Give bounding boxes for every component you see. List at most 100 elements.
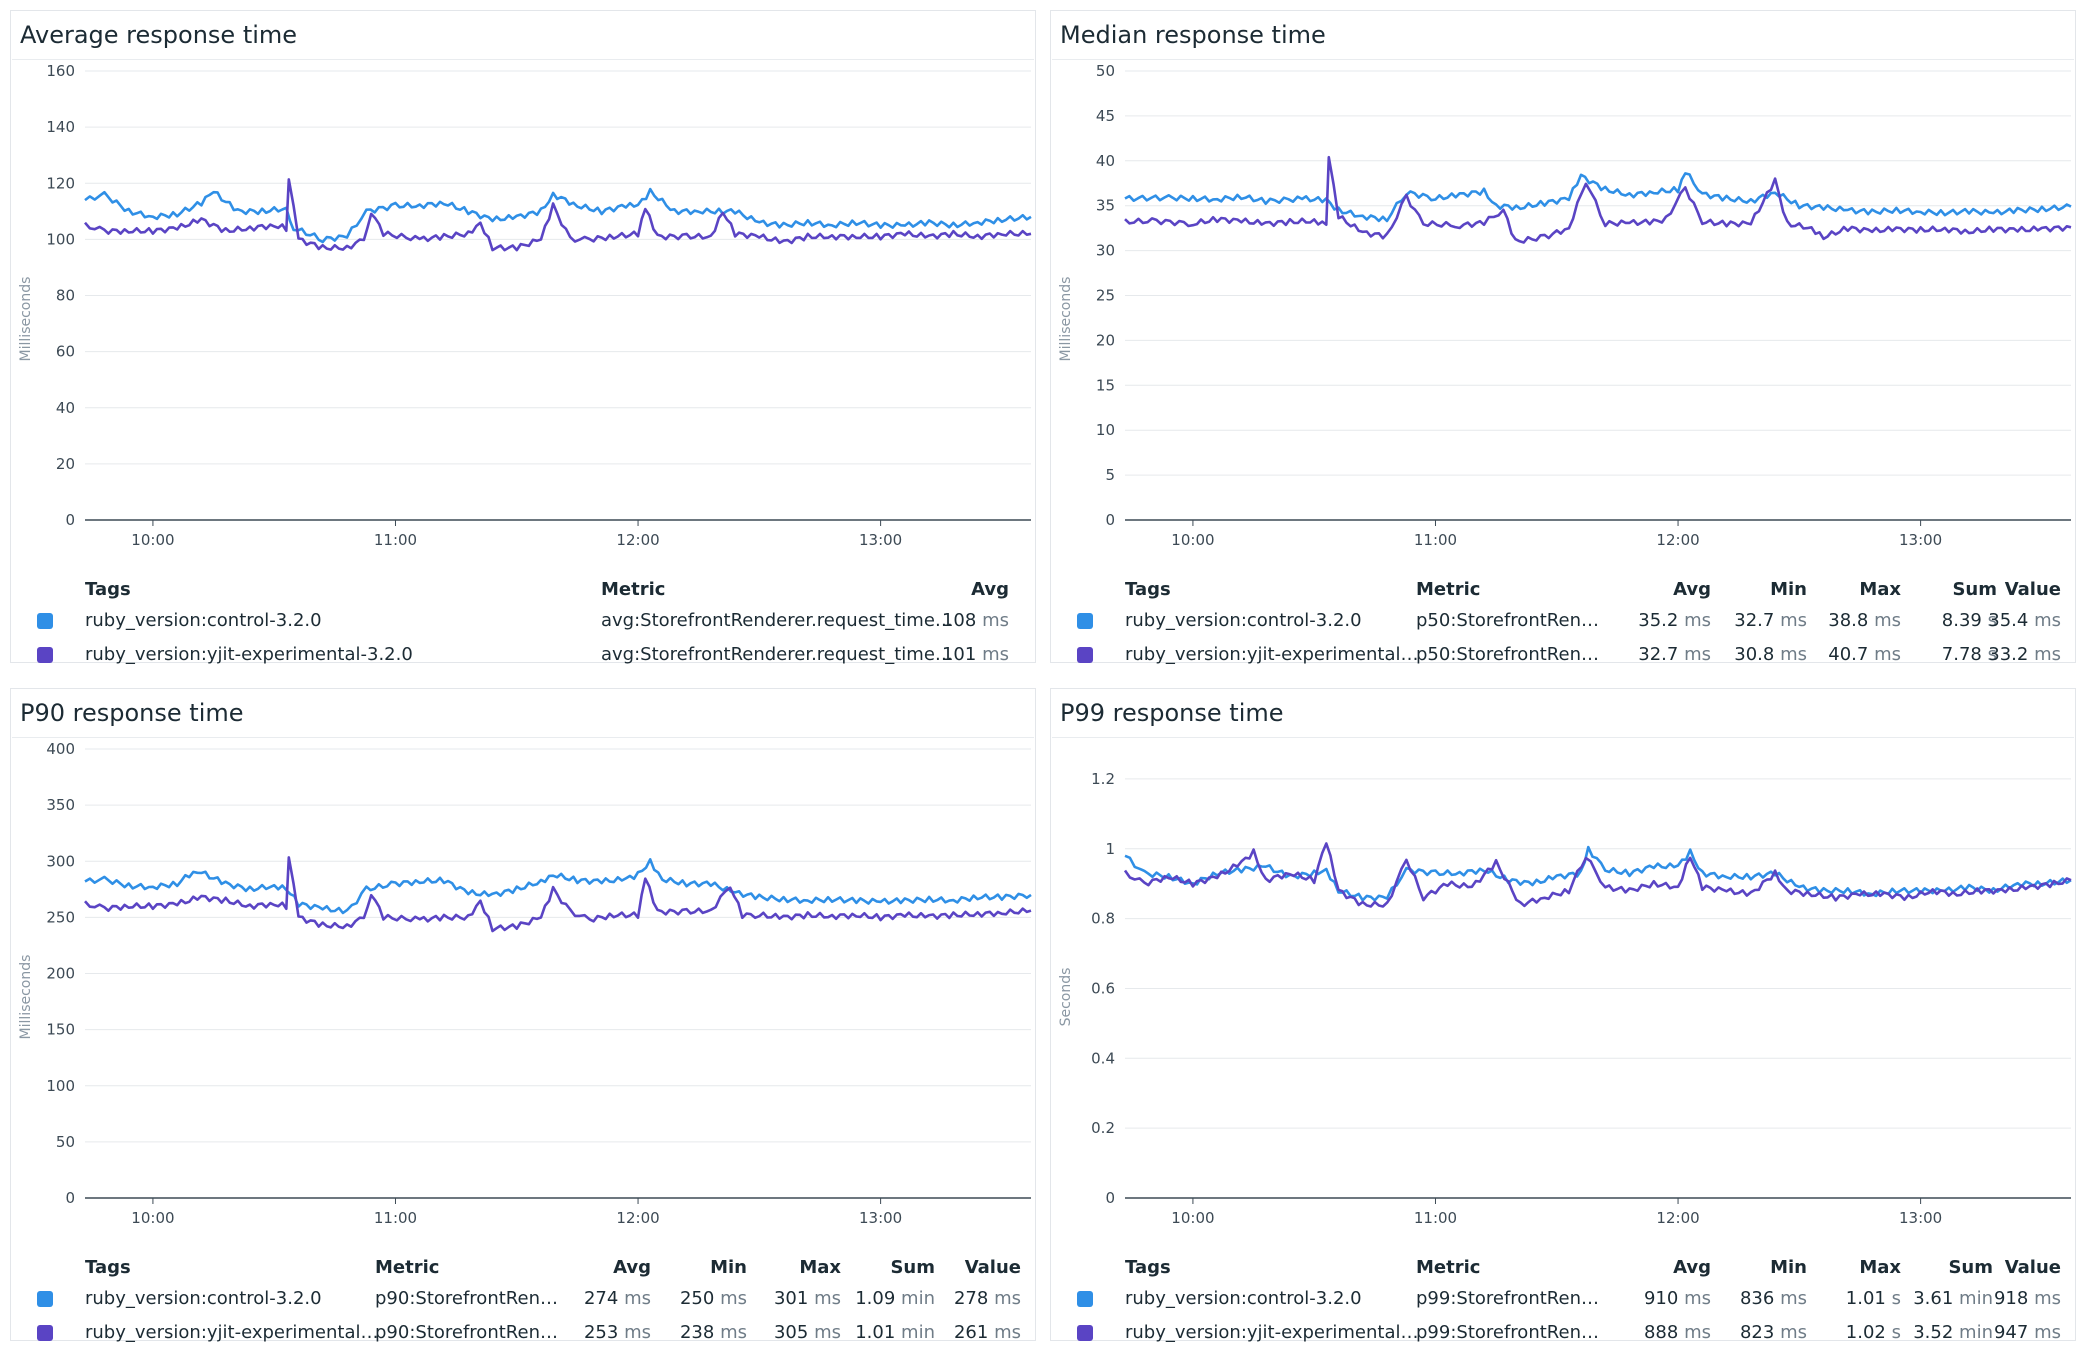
y-tick-label: 20 (56, 455, 75, 473)
chart-p99: 0 0.2 0.4 0.6 0.8 1 1.2 10:00 11:00 12:00 13:00 (1091, 770, 2072, 1227)
x-tick-label: 10:00 (1171, 531, 1214, 549)
legend-avg: 910 ms (1643, 1288, 1711, 1309)
legend-header-avg: Avg (971, 579, 1009, 600)
legend-min: 238 ms (679, 1322, 747, 1343)
legend-max: 1.02 s (1845, 1322, 1901, 1343)
y-tick-label: 400 (46, 740, 75, 758)
legend-tag[interactable]: ruby_version:yjit-experimental… (85, 1322, 379, 1343)
legend-avg: 108 ms (911, 610, 1009, 631)
legend-header-avg: Avg (1673, 1257, 1711, 1278)
y-tick-label: 50 (1096, 62, 1115, 80)
legend-header-value: Value (2004, 1257, 2061, 1278)
legend-tag[interactable]: ruby_version:control-3.2.0 (1125, 1288, 1362, 1309)
y-tick-label: 100 (46, 230, 75, 248)
chart-median: 0 5 10 15 20 25 30 35 40 45 50 10:00 11:00 12:00 13:00 (1096, 62, 2072, 549)
y-tick-label: 0.2 (1091, 1119, 1115, 1137)
legend-tag[interactable]: ruby_version:control-3.2.0 (85, 1288, 322, 1309)
legend-tag[interactable]: ruby_version:yjit-experimental… (1125, 1322, 1419, 1343)
panel-title: P90 response time (20, 699, 244, 727)
series-line-yjit (1123, 842, 2072, 908)
legend-header-max: Max (799, 1257, 841, 1278)
legend-max: 38.8 ms (1828, 610, 1901, 631)
panel-median-response-time: Median response time Milliseconds 0 5 10 15… (1050, 10, 2076, 665)
legend-header-metric: Metric (601, 579, 666, 600)
series-line-control (84, 187, 1032, 244)
legend-metric: p50:StorefrontRen… (1416, 610, 1599, 631)
legend-header-max: Max (1859, 579, 1901, 600)
y-tick-label: 150 (46, 1021, 75, 1039)
chart-average: 0 20 40 60 80 100 120 140 160 10:00 11:00 12:00 13:0… (46, 62, 1032, 549)
series-line-yjit (84, 178, 1032, 252)
legend-sum: 8.39 s (1941, 610, 1997, 631)
y-tick-label: 40 (1096, 152, 1115, 170)
legend-swatch-control (37, 1291, 53, 1307)
legend-header-tags: Tags (1125, 1257, 1171, 1278)
legend-header-sum: Sum (1948, 1257, 1993, 1278)
legend-metric: p90:StorefrontRen… (375, 1322, 558, 1343)
legend-avg: 32.7 ms (1638, 644, 1711, 665)
legend-value: 35.4 ms (1988, 610, 2061, 631)
y-tick-label: 0 (65, 1189, 75, 1207)
legend-swatch-yjit (37, 1325, 53, 1341)
y-tick-label: 0.8 (1091, 910, 1115, 928)
y-tick-label: 0.6 (1091, 979, 1115, 997)
x-tick-label: 12:00 (1656, 1209, 1699, 1227)
x-tick-label: 13:00 (859, 1209, 902, 1227)
series-line-control (84, 858, 1032, 915)
x-tick-label: 12:00 (616, 1209, 659, 1227)
x-tick-label: 10:00 (131, 1209, 174, 1227)
legend-metric: avg:StorefrontRenderer.request_time… (601, 610, 953, 631)
panel-p99-response-time: P99 response time Seconds 0 0.2 0.4 0.6 0.8 1… (1050, 688, 2077, 1343)
legend-tag[interactable]: ruby_version:yjit-experimental… (1125, 644, 1419, 665)
legend-max: 301 ms (773, 1288, 841, 1309)
legend-sum: 1.09 min (855, 1288, 935, 1309)
y-tick-label: 15 (1096, 376, 1115, 394)
y-tick-label: 140 (46, 118, 75, 136)
legend-metric: avg:StorefrontRenderer.request_time… (601, 644, 953, 665)
legend-header-value: Value (964, 1257, 1021, 1278)
legend-metric: p50:StorefrontRen… (1416, 644, 1599, 665)
legend-avg: 101 ms (911, 644, 1009, 665)
y-tick-label: 20 (1096, 331, 1115, 349)
y-tick-label: 1.2 (1091, 770, 1115, 788)
legend-tag[interactable]: ruby_version:control-3.2.0 (1125, 610, 1362, 631)
legend-swatch-control (1077, 1291, 1093, 1307)
y-tick-label: 5 (1105, 466, 1115, 484)
legend-min: 32.7 ms (1734, 610, 1807, 631)
x-tick-label: 11:00 (1414, 531, 1457, 549)
legend-max: 305 ms (773, 1322, 841, 1343)
legend-sum: 3.61 min (1913, 1288, 1993, 1309)
panel-title: Average response time (20, 21, 298, 49)
legend-sum: 3.52 min (1913, 1322, 1993, 1343)
legend-header-tags: Tags (85, 1257, 131, 1278)
x-tick-label: 11:00 (374, 1209, 417, 1227)
panel-p90-response-time: P90 response time Milliseconds 0 50 100 150… (10, 688, 1036, 1343)
legend-avg-unit: ms (982, 644, 1009, 665)
x-tick-label: 11:00 (1414, 1209, 1457, 1227)
y-tick-label: 80 (56, 287, 75, 305)
legend-header-metric: Metric (1416, 1257, 1481, 1278)
chart-p90: 0 50 100 150 200 250 300 350 400 10:00 11:00 12:00 1… (46, 740, 1032, 1227)
y-tick-label: 1 (1105, 840, 1115, 858)
legend-table: Tags Metric Avg Min Max Sum Value ruby_v… (1051, 1239, 2077, 1343)
legend-swatch-yjit (1077, 647, 1093, 663)
series-line-control (1124, 172, 2072, 223)
legend-tag[interactable]: ruby_version:control-3.2.0 (85, 610, 322, 631)
legend-header-tags: Tags (85, 579, 131, 600)
legend-avg-value: 101 (941, 644, 977, 665)
y-tick-label: 45 (1096, 107, 1115, 125)
y-tick-label: 50 (56, 1133, 75, 1151)
y-tick-label: 0.4 (1091, 1049, 1115, 1067)
legend-max: 1.01 s (1845, 1288, 1901, 1309)
legend-tag[interactable]: ruby_version:yjit-experimental-3.2.0 (85, 644, 413, 665)
legend-header-tags: Tags (1125, 579, 1171, 600)
legend-avg-value: 108 (941, 610, 977, 631)
panel-average-response-time: Average response time Milliseconds 0 20 40… (10, 10, 1036, 665)
legend-min: 836 ms (1739, 1288, 1807, 1309)
x-tick-label: 10:00 (131, 531, 174, 549)
legend-metric: p99:StorefrontRen… (1416, 1288, 1599, 1309)
legend-header-sum: Sum (1952, 579, 1997, 600)
legend-avg-unit: ms (982, 610, 1009, 631)
legend-metric: p90:StorefrontRen… (375, 1288, 558, 1309)
legend-avg: 253 ms (583, 1322, 651, 1343)
